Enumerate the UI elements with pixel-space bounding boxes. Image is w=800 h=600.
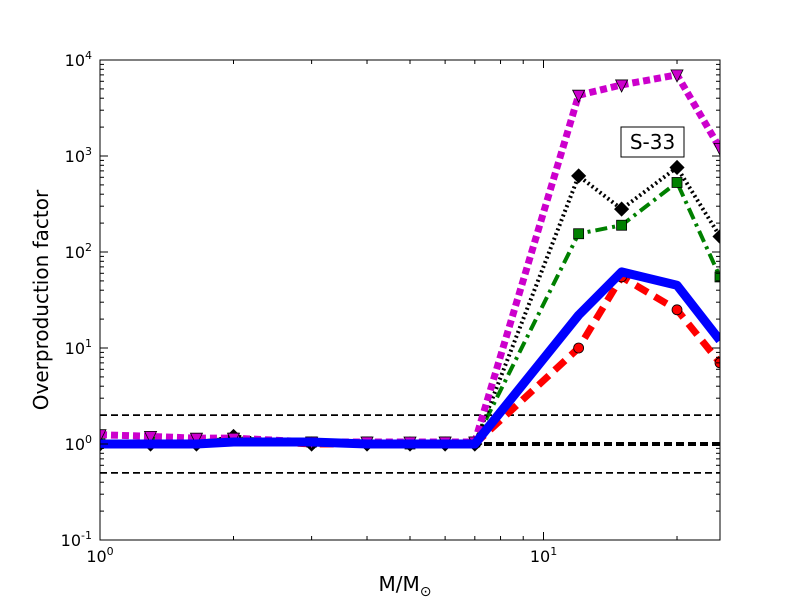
data-point [189, 432, 204, 447]
data-point [143, 430, 158, 445]
data-point [670, 69, 684, 83]
y-tick-label: 10-1 [61, 529, 92, 550]
x-tick-label: 101 [530, 545, 557, 566]
data-point [100, 429, 107, 443]
data-point [669, 159, 685, 176]
data-point [713, 142, 720, 157]
data-point [573, 228, 585, 240]
data-point [616, 219, 628, 231]
y-tick-label: 103 [65, 145, 92, 166]
data-point [571, 89, 586, 104]
x-axis: 100 101 [86, 60, 678, 566]
data-point [712, 228, 720, 245]
y-tick-label: 104 [65, 49, 92, 70]
y-axis: 10-1 100 101 102 103 104 [61, 49, 720, 550]
data-point [714, 271, 720, 283]
series-line [100, 267, 720, 449]
y-tick-label: 102 [65, 241, 92, 262]
data-point [614, 201, 630, 217]
y-tick-label: 101 [65, 337, 92, 358]
x-tick-label: 100 [86, 545, 113, 566]
data-point [571, 168, 587, 184]
data-point [671, 304, 683, 316]
annotation-label: S-33 [630, 130, 675, 154]
y-tick-label: 100 [65, 433, 92, 454]
data-point [573, 342, 585, 354]
annotation-box: S-33 [620, 126, 685, 158]
data-point [614, 79, 629, 93]
plot-background [100, 60, 720, 540]
x-axis-label: M/M⊙ [379, 572, 432, 600]
series-layer [100, 69, 720, 452]
y-axis-label: Overproduction factor [29, 189, 53, 410]
data-point [671, 177, 683, 188]
